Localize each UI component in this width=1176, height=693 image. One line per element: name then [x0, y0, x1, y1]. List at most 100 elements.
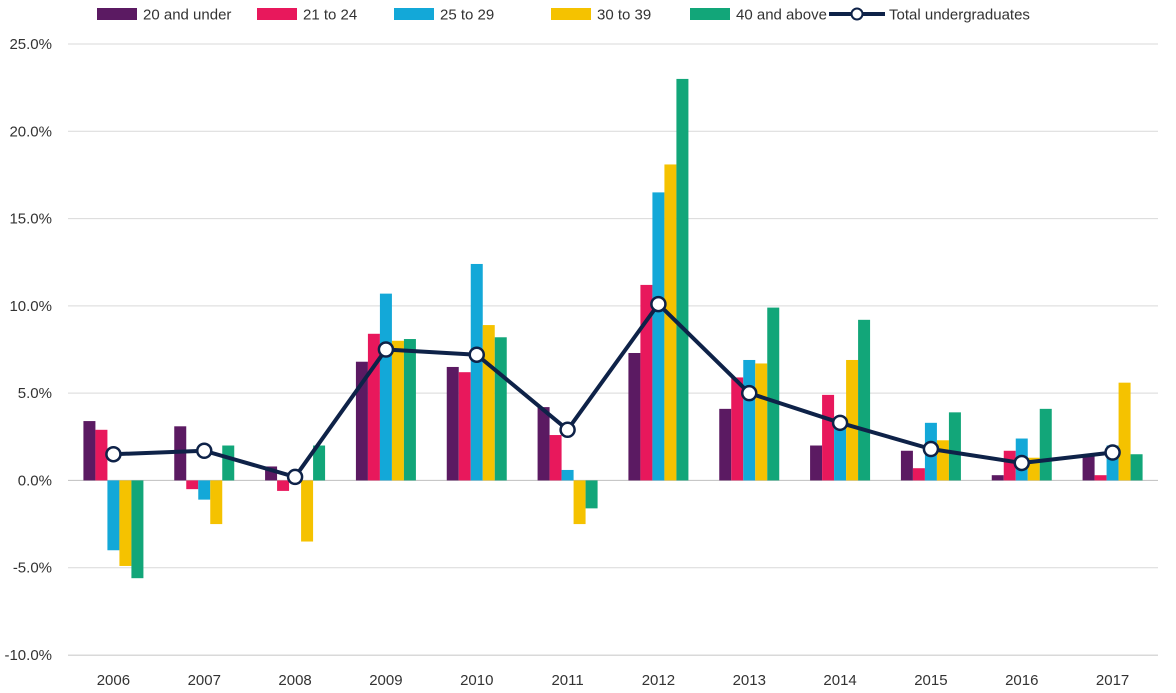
total-line — [105, 295, 1121, 486]
bar — [482, 325, 495, 481]
bar — [379, 293, 392, 481]
bar — [834, 428, 847, 481]
line-point — [286, 468, 304, 486]
line-point — [377, 341, 395, 358]
bar — [355, 361, 368, 481]
bar — [494, 337, 507, 481]
legend-swatch — [394, 8, 434, 20]
bar — [846, 359, 859, 481]
legend-label: 30 to 39 — [597, 7, 651, 24]
bar — [301, 480, 314, 542]
bar — [948, 412, 961, 481]
bar — [628, 352, 641, 481]
bar — [561, 469, 574, 481]
x-tick-label: 2006 — [97, 672, 130, 689]
bar — [83, 421, 96, 481]
bar — [1118, 382, 1131, 481]
bar — [131, 480, 144, 579]
total-line-path — [113, 302, 1113, 479]
legend-label: 20 and under — [143, 7, 231, 24]
bar — [652, 192, 665, 481]
y-tick-label: -10.0% — [4, 647, 52, 664]
bar — [470, 263, 483, 481]
legend-swatch — [690, 8, 730, 20]
bar — [664, 164, 677, 481]
bar — [458, 372, 471, 481]
line-point — [650, 295, 667, 313]
y-tick-label: 10.0% — [9, 298, 52, 315]
bar — [676, 78, 689, 481]
bar — [640, 284, 653, 481]
line-point — [105, 445, 122, 463]
bar — [549, 435, 562, 481]
bar — [222, 445, 235, 481]
line-point — [831, 414, 849, 432]
legend-marker — [850, 7, 864, 21]
legend-label: 40 and above — [736, 7, 827, 24]
bar — [1130, 454, 1143, 481]
y-tick-label: 5.0% — [18, 385, 52, 402]
legend-swatch — [551, 8, 591, 20]
line-point — [196, 442, 213, 460]
bar — [1094, 475, 1107, 481]
bar — [1082, 454, 1095, 481]
y-tick-label: 15.0% — [9, 211, 52, 228]
x-tick-label: 2016 — [1005, 672, 1038, 689]
x-tick-label: 2012 — [642, 672, 675, 689]
bar — [822, 394, 835, 481]
x-axis: 2006 2007 2008 2009 2010 2011 2012 2013 2014 2015… — [97, 672, 1130, 689]
legend-label: 25 to 29 — [440, 7, 494, 24]
bar — [403, 339, 416, 481]
bar — [537, 407, 550, 481]
bar — [767, 307, 780, 481]
x-tick-label: 2015 — [914, 672, 947, 689]
x-tick-label: 2017 — [1096, 672, 1129, 689]
y-tick-label: 25.0% — [9, 36, 52, 53]
bar — [198, 480, 211, 500]
bar — [277, 480, 290, 491]
line-point — [559, 421, 576, 439]
x-tick-label: 2013 — [733, 672, 766, 689]
bar — [719, 408, 732, 481]
bar — [95, 429, 108, 481]
bar — [991, 475, 1004, 481]
legend-swatch — [97, 8, 137, 20]
bar — [743, 359, 756, 481]
bar — [1039, 408, 1052, 481]
bar — [1003, 450, 1016, 481]
line-point — [1104, 444, 1121, 461]
bar — [810, 445, 823, 481]
x-tick-label: 2009 — [369, 672, 402, 689]
bar — [912, 468, 925, 481]
bar — [186, 480, 199, 490]
bar — [119, 480, 132, 566]
bar — [858, 319, 871, 481]
bar — [585, 480, 598, 509]
bar — [210, 480, 223, 525]
y-axis: -10.0% -5.0% 0.0% 5.0% 10.0% 15.0% 20.0% 25.0% — [4, 36, 52, 664]
x-tick-label: 2008 — [278, 672, 311, 689]
y-tick-label: 20.0% — [9, 123, 52, 140]
y-tick-label: 0.0% — [18, 472, 52, 489]
bar — [936, 440, 949, 481]
x-tick-label: 2007 — [188, 672, 221, 689]
bars — [83, 78, 1143, 579]
legend-label: 21 to 24 — [303, 7, 357, 24]
bar — [107, 480, 120, 551]
bar — [313, 445, 326, 481]
bar — [446, 366, 459, 481]
legend: 20 and under 21 to 24 25 to 29 30 to 39 40 a… — [97, 7, 1030, 24]
x-tick-label: 2010 — [460, 672, 493, 689]
line-point — [468, 346, 485, 363]
legend-swatch — [257, 8, 297, 20]
bar — [900, 450, 913, 481]
bar — [731, 377, 744, 481]
x-tick-label: 2011 — [551, 672, 583, 689]
bar — [391, 340, 404, 481]
bar — [755, 363, 768, 481]
bar — [573, 480, 586, 525]
x-tick-label: 2014 — [823, 672, 856, 689]
line-point — [741, 384, 758, 402]
gridlines — [68, 43, 1158, 656]
